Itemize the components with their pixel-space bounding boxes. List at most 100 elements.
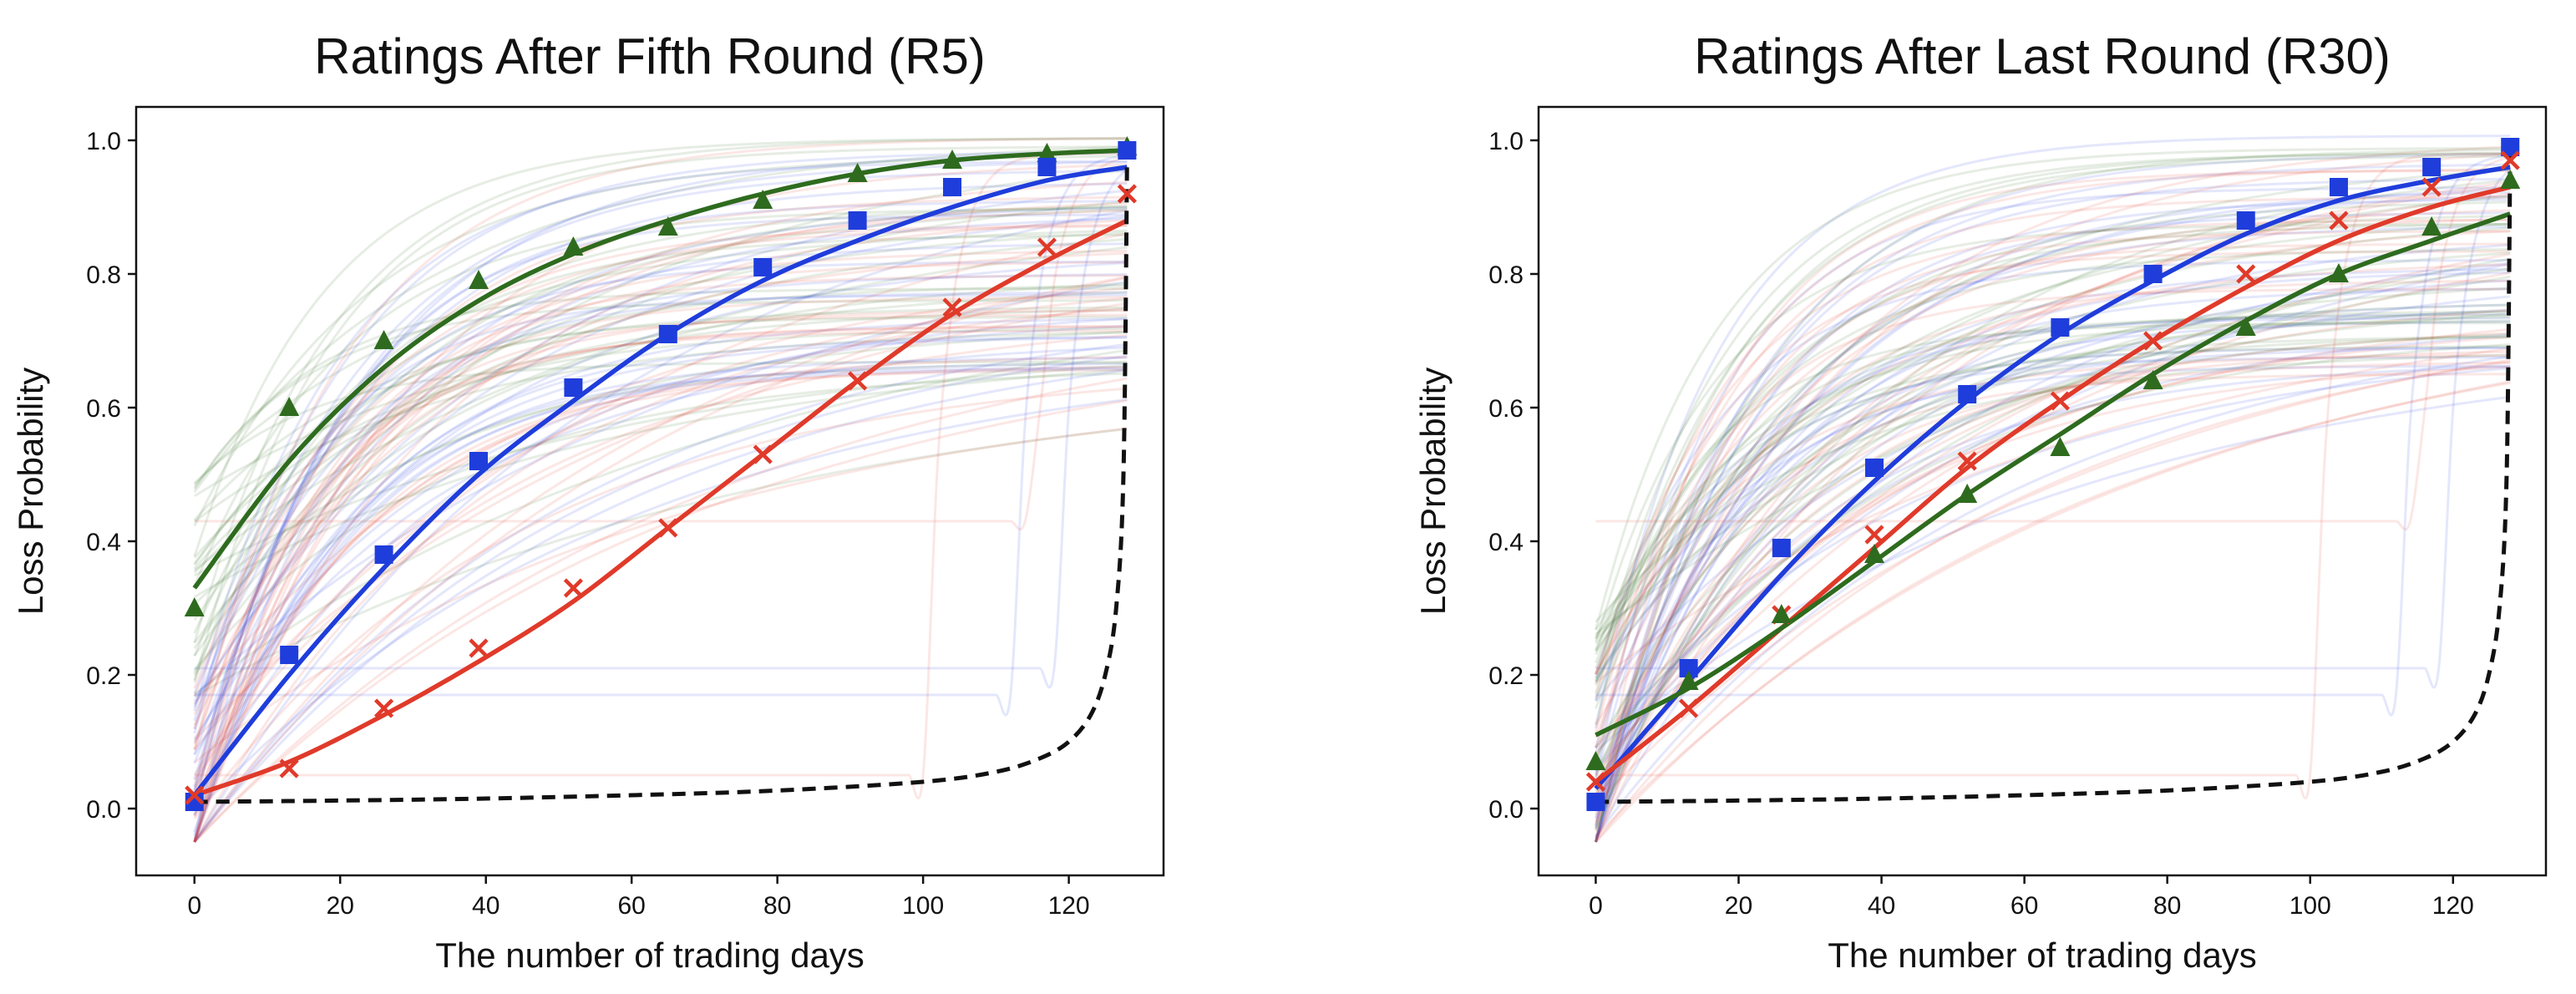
data-point-blue-group <box>2329 178 2348 196</box>
background-curve <box>1595 310 2511 832</box>
background-curve <box>193 200 1128 644</box>
background-curve <box>193 291 1128 836</box>
background-curve <box>193 182 1128 780</box>
data-point-red-group <box>1957 451 1977 471</box>
background-curve <box>1594 223 2511 642</box>
background-curve <box>193 307 1128 843</box>
data-point-red-group <box>2500 150 2520 170</box>
background-curve <box>193 324 1128 843</box>
background-curve <box>193 336 1128 816</box>
background-curve <box>193 330 1128 606</box>
data-point-red-group <box>469 638 489 658</box>
background-curve <box>193 333 1128 781</box>
data-point-green-group <box>1864 544 1884 563</box>
data-point-red-group <box>942 297 962 317</box>
background-curve <box>193 168 1128 649</box>
background-curve <box>1595 230 2511 843</box>
background-curve <box>1594 195 2511 827</box>
y-tick-label: 0.0 <box>1488 796 1524 824</box>
background-curve <box>1595 346 2511 684</box>
background-curve <box>1594 147 2511 630</box>
background-curve <box>1594 271 2511 843</box>
background-curve <box>193 361 1128 677</box>
background-curve <box>1595 314 2511 701</box>
background-curve <box>1595 223 2511 679</box>
x-tick-label: 40 <box>1868 892 1895 920</box>
chart-panel-r5: Ratings After Fifth Round (R5) 0 20 40 60 80 1… <box>11 28 1165 975</box>
background-curve <box>194 368 1128 599</box>
data-point-blue-group <box>469 452 488 470</box>
data-point-green-group <box>753 190 773 209</box>
data-point-red-group <box>374 698 394 718</box>
data-point-red-group <box>2142 331 2163 351</box>
background-curve <box>193 189 1128 706</box>
background-curve <box>1595 395 2511 753</box>
background-curve <box>193 137 1128 751</box>
background-curve <box>1595 168 2512 689</box>
background-curve <box>193 137 1128 643</box>
background-curve <box>1594 152 2511 726</box>
background-curve <box>1595 353 2511 623</box>
data-point-red-group <box>2236 264 2256 284</box>
background-curve <box>193 229 1128 486</box>
background-curve <box>193 287 1128 705</box>
background-curve <box>193 219 1128 843</box>
background-curve <box>1594 163 2511 778</box>
data-point-red-group <box>1117 184 1137 204</box>
background-curve <box>1595 367 2511 750</box>
data-point-red-group <box>1679 698 1699 718</box>
background-curve <box>193 145 1128 493</box>
background-curve <box>193 217 1128 764</box>
data-point-green-group <box>1957 484 1978 503</box>
x-tick-label: 40 <box>472 892 499 920</box>
data-point-green-group <box>2235 317 2256 336</box>
background-curve <box>1595 365 2511 806</box>
background-curve <box>193 242 1128 694</box>
y-tick-label: 0.4 <box>1488 529 1524 556</box>
data-point-red-group <box>848 371 868 391</box>
data-point-green-group <box>563 236 584 256</box>
background-curve <box>1595 195 2511 637</box>
background-curve <box>193 280 1128 697</box>
background-curve <box>193 237 1128 574</box>
background-curve <box>194 154 1128 717</box>
background-curve <box>1595 310 2511 709</box>
data-point-blue-group <box>1679 659 1698 677</box>
y-axis-label: Loss Probability <box>11 368 50 615</box>
background-curve <box>1595 184 2511 758</box>
y-tick-label: 0.2 <box>86 662 121 690</box>
x-tick-label: 0 <box>187 892 201 920</box>
background-curve <box>193 362 1128 843</box>
x-tick-label: 60 <box>2011 892 2038 920</box>
data-point-blue-group <box>280 646 299 664</box>
background-curve <box>193 215 1128 702</box>
fit-line-green-group <box>1595 211 2512 738</box>
background-curve <box>1595 345 2511 651</box>
background-curve <box>1595 353 2511 674</box>
background-curve <box>193 273 1128 708</box>
y-tick-label: 0.6 <box>86 395 121 423</box>
background-curve <box>193 368 1128 843</box>
background-curve <box>1595 308 2511 679</box>
background-curve <box>1595 361 2511 824</box>
background-curve <box>194 156 1128 531</box>
background-curve <box>193 293 1128 734</box>
background-curve <box>193 335 1128 833</box>
background-curve <box>1594 153 2511 799</box>
background-curve <box>1594 303 2511 843</box>
background-curve <box>1594 155 2511 694</box>
background-curve <box>193 224 1128 730</box>
background-curve <box>1595 347 2511 684</box>
background-curve <box>193 399 1128 844</box>
data-point-blue-group <box>2236 211 2255 230</box>
background-curve <box>193 365 1128 804</box>
background-curve <box>193 275 1128 843</box>
background-curve <box>1595 312 2511 702</box>
background-curve <box>1594 242 2511 843</box>
background-curve <box>1594 364 2511 812</box>
background-curve <box>1595 243 2511 819</box>
background-curve <box>1595 169 2511 656</box>
background-curve <box>193 225 1128 689</box>
background-curve <box>193 231 1128 621</box>
